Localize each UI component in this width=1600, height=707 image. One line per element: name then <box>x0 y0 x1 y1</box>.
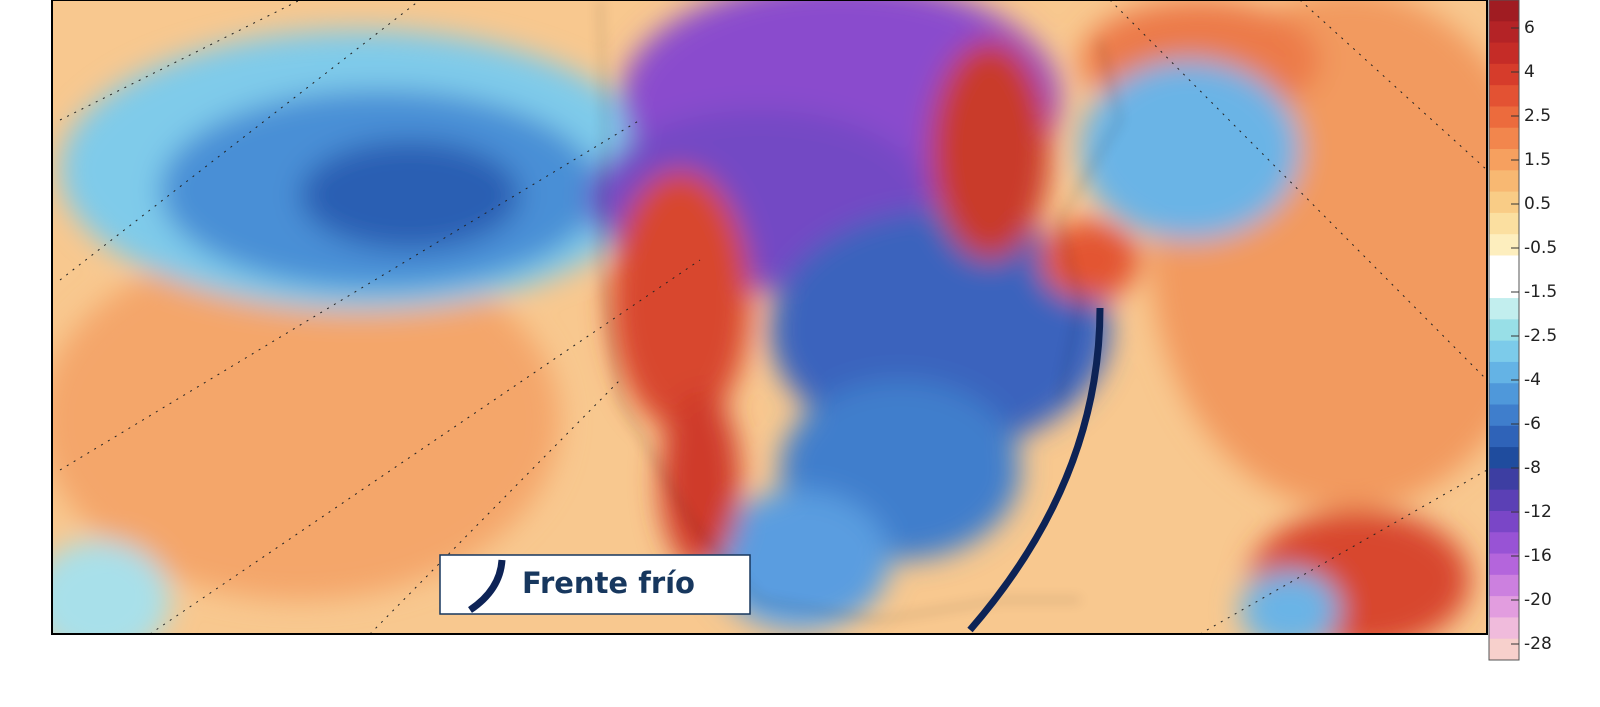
colorbar-segment <box>1489 553 1519 576</box>
colorbar-segment <box>1489 63 1519 86</box>
colorbar-label: 0.5 <box>1524 194 1551 214</box>
colorbar-segment <box>1489 0 1519 22</box>
colorbar-segment <box>1489 489 1519 512</box>
colorbar-segment <box>1489 149 1519 171</box>
colorbar-label: 4 <box>1524 62 1535 82</box>
colorbar-label: -28 <box>1524 634 1552 654</box>
colorbar-segment <box>1489 170 1519 193</box>
colorbar-label: -1.5 <box>1524 282 1557 302</box>
coastlines <box>599 0 1121 621</box>
cold-front <box>967 307 1104 633</box>
colorbar-segment <box>1489 319 1519 342</box>
colorbar-segment <box>1489 85 1519 107</box>
colorbar: 6 4 2.5 1.5 0.5 -0.5 -1.5 -2.5 -4 -6 -8 -12 -16 -20 -2… <box>1488 0 1557 661</box>
colorbar-segment <box>1489 638 1519 661</box>
map-frame <box>51 0 1488 635</box>
legend-label: Frente frío <box>522 566 695 600</box>
anomaly-map <box>52 0 1487 634</box>
colorbar-segment <box>1489 191 1519 214</box>
colorbar-segment <box>1489 532 1519 555</box>
colorbar-label: -8 <box>1524 458 1541 478</box>
graticule <box>59 0 1487 634</box>
colorbar-label: -12 <box>1524 502 1552 522</box>
colorbar-segment <box>1489 617 1519 640</box>
colorbar-segment <box>1489 468 1519 491</box>
colorbar-segment <box>1489 255 1519 278</box>
colorbar-segment <box>1489 42 1519 65</box>
colorbar-segment <box>1489 21 1519 44</box>
colorbar-label: -0.5 <box>1524 238 1557 258</box>
colorbar-label: -2.5 <box>1524 326 1557 346</box>
colorbar-label: 1.5 <box>1524 150 1551 170</box>
colorbar-frame <box>1488 0 1520 661</box>
colorbar-segment <box>1489 383 1519 406</box>
colorbar-label: -6 <box>1524 414 1541 434</box>
legend: Frente frío <box>439 554 751 615</box>
colorbar-segment <box>1489 447 1519 469</box>
colorbar-segment <box>1489 596 1519 618</box>
colorbar-segment <box>1489 212 1519 235</box>
colorbar-label: 2.5 <box>1524 106 1551 126</box>
colorbar-segment <box>1489 510 1519 533</box>
colorbar-segment <box>1489 234 1519 256</box>
colorbar-segment <box>1489 361 1519 384</box>
colorbar-label: -20 <box>1524 590 1552 610</box>
colorbar-segment <box>1489 106 1519 129</box>
colorbar-label: -4 <box>1524 370 1541 390</box>
colorbar-segment <box>1489 425 1519 448</box>
colorbar-segment <box>1489 127 1519 150</box>
colorbar-label: -16 <box>1524 546 1552 566</box>
colorbar-segment <box>1489 404 1519 427</box>
colorbar-segment <box>1489 276 1519 299</box>
legend-symbol <box>467 559 506 613</box>
colorbar-label: 6 <box>1524 18 1535 38</box>
colorbar-segment <box>1489 340 1519 363</box>
colorbar-segment <box>1489 298 1519 320</box>
colorbar-segment <box>1489 574 1519 597</box>
